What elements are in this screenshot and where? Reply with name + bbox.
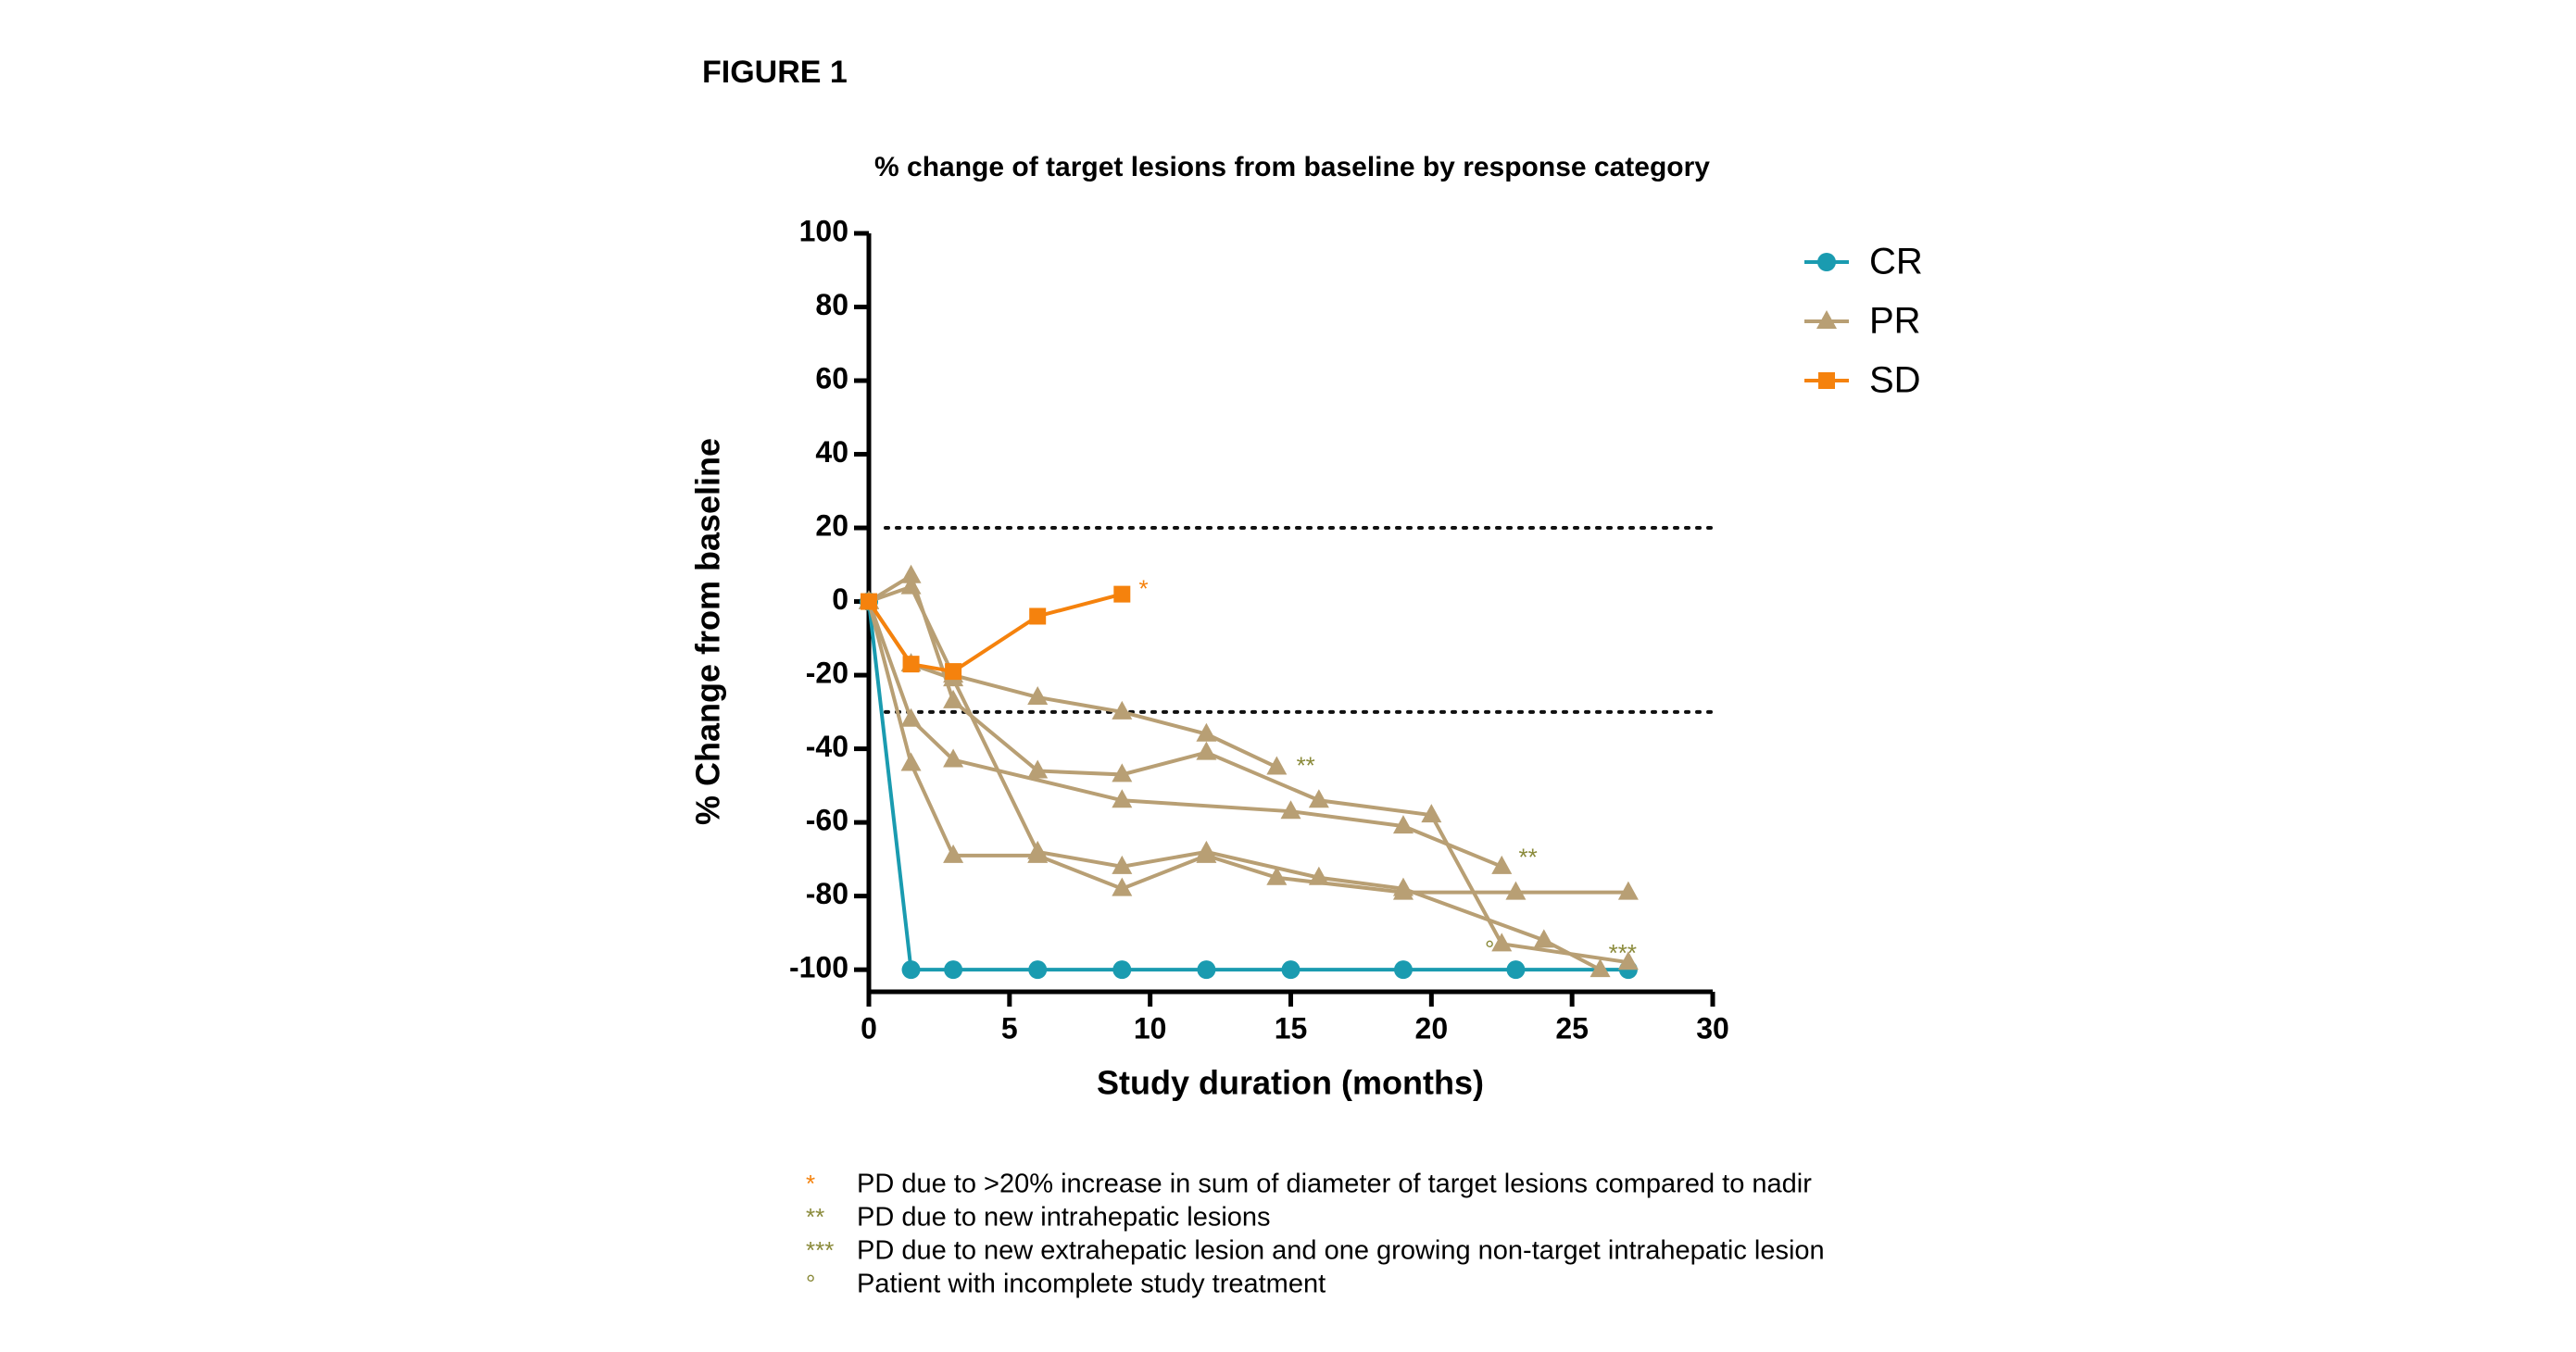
figure-label: FIGURE 1 xyxy=(702,55,848,90)
x-tick-label: 0 xyxy=(861,1011,877,1045)
marker xyxy=(1266,756,1288,775)
marker xyxy=(1112,789,1133,808)
marker xyxy=(1280,800,1301,820)
marker xyxy=(1029,607,1047,625)
marker xyxy=(1506,960,1526,980)
marker xyxy=(1196,840,1217,859)
marker xyxy=(1590,958,1611,978)
legend-label: PR xyxy=(1869,301,1921,342)
marker xyxy=(1196,741,1217,760)
series-line xyxy=(867,600,1602,971)
marker xyxy=(900,564,922,583)
marker xyxy=(1308,789,1329,808)
annotation: ° xyxy=(1485,935,1494,963)
x-tick-label: 5 xyxy=(1001,1011,1018,1045)
series-line xyxy=(867,601,1628,895)
y-tick-label: 80 xyxy=(815,288,848,321)
y-tick-label: -80 xyxy=(806,877,848,910)
marker xyxy=(1112,763,1133,782)
marker xyxy=(1393,960,1413,980)
series-line xyxy=(867,601,1628,972)
y-tick-label: 60 xyxy=(815,361,848,394)
footnote-symbol: * xyxy=(806,1170,815,1197)
marker xyxy=(1027,759,1049,779)
x-axis-label: Study duration (months) xyxy=(1097,1064,1484,1102)
annotation: * xyxy=(1139,575,1149,603)
marker xyxy=(901,960,921,980)
y-tick-label: 40 xyxy=(815,435,848,469)
y-tick-label: 20 xyxy=(815,509,848,543)
marker xyxy=(1308,866,1329,885)
marker xyxy=(1112,700,1133,720)
y-tick-label: -100 xyxy=(789,951,848,984)
marker xyxy=(1281,960,1301,980)
marker xyxy=(945,663,962,681)
series-line xyxy=(867,572,1629,965)
x-tick-label: 25 xyxy=(1555,1011,1589,1045)
marker xyxy=(1491,855,1513,874)
marker xyxy=(1112,960,1132,980)
marker xyxy=(1617,881,1639,900)
footnote-symbol: *** xyxy=(806,1236,834,1264)
marker xyxy=(1113,585,1131,603)
marker xyxy=(1197,960,1216,980)
marker xyxy=(944,960,963,980)
marker xyxy=(943,748,964,768)
marker xyxy=(1491,933,1513,952)
marker xyxy=(1028,960,1048,980)
marker xyxy=(1027,840,1049,859)
marker xyxy=(1196,722,1217,742)
y-tick-label: -60 xyxy=(806,804,848,837)
marker xyxy=(1112,855,1133,874)
footnote-text: PD due to >20% increase in sum of diamet… xyxy=(857,1170,1812,1199)
x-tick-label: 30 xyxy=(1696,1011,1729,1045)
marker xyxy=(1112,877,1133,896)
marker xyxy=(1421,804,1442,823)
marker xyxy=(1392,815,1414,834)
marker xyxy=(900,707,922,727)
y-tick-label: 100 xyxy=(799,214,848,247)
footnote-text: Patient with incomplete study treatment xyxy=(857,1270,1326,1299)
x-tick-label: 20 xyxy=(1415,1011,1449,1045)
marker xyxy=(1818,372,1835,389)
marker xyxy=(943,844,964,863)
chart-title: % change of target lesions from baseline… xyxy=(874,152,1710,182)
y-tick-label: -20 xyxy=(806,657,848,690)
footnote-symbol: ** xyxy=(806,1203,824,1231)
x-tick-label: 10 xyxy=(1134,1011,1167,1045)
legend-label: SD xyxy=(1869,360,1921,401)
marker xyxy=(1027,685,1049,705)
annotation: ** xyxy=(1518,844,1537,871)
y-tick-label: 0 xyxy=(832,582,848,616)
marker xyxy=(1392,877,1414,896)
y-tick-label: -40 xyxy=(806,730,848,763)
marker xyxy=(1817,253,1836,271)
marker xyxy=(902,656,920,673)
annotation: *** xyxy=(1609,939,1637,967)
marker xyxy=(1533,929,1554,948)
marker xyxy=(900,752,922,771)
marker xyxy=(1505,881,1527,900)
y-axis-label: % Change from baseline xyxy=(689,438,727,825)
legend-label: CR xyxy=(1869,242,1923,282)
marker xyxy=(1266,866,1288,885)
footnote-symbol: ° xyxy=(806,1270,815,1297)
marker xyxy=(1816,310,1837,329)
marker xyxy=(861,593,877,610)
marker xyxy=(943,689,964,708)
marker xyxy=(1617,951,1639,970)
x-tick-label: 15 xyxy=(1275,1011,1308,1045)
annotation: ** xyxy=(1297,751,1315,779)
footnote-text: PD due to new extrahepatic lesion and on… xyxy=(857,1236,1825,1266)
footnote-text: PD due to new intrahepatic lesions xyxy=(857,1203,1271,1233)
